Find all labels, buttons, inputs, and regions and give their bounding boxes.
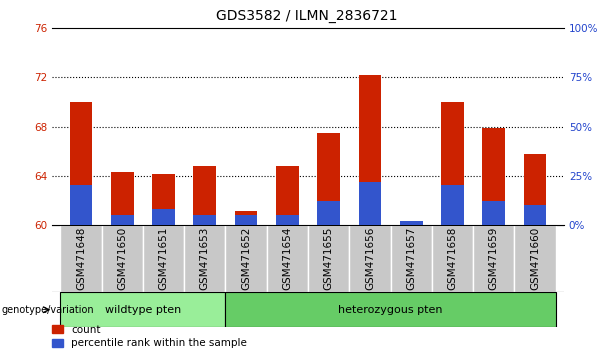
Text: GSM471655: GSM471655 [324, 227, 333, 290]
Bar [235, 211, 257, 225]
Text: GSM471653: GSM471653 [200, 227, 210, 290]
FancyBboxPatch shape [226, 225, 267, 292]
Bar [70, 185, 93, 225]
Text: GSM471659: GSM471659 [489, 227, 499, 290]
Bar [194, 166, 216, 225]
FancyBboxPatch shape [308, 225, 349, 292]
Text: GSM471652: GSM471652 [241, 227, 251, 290]
Bar [359, 75, 381, 225]
Bar [60, 292, 226, 327]
Bar [482, 201, 505, 225]
FancyBboxPatch shape [514, 225, 556, 292]
Text: GSM471656: GSM471656 [365, 227, 375, 290]
Bar [400, 224, 422, 225]
Bar [226, 292, 556, 327]
Text: GSM471660: GSM471660 [530, 227, 540, 290]
Bar [524, 154, 546, 225]
Bar [276, 166, 299, 225]
FancyBboxPatch shape [267, 225, 308, 292]
Text: wildtype pten: wildtype pten [105, 305, 181, 315]
Bar [441, 102, 464, 225]
FancyBboxPatch shape [184, 225, 226, 292]
Bar [194, 215, 216, 225]
Bar [318, 201, 340, 225]
Bar [152, 175, 175, 225]
Bar [70, 102, 93, 225]
Text: GSM471651: GSM471651 [159, 227, 169, 290]
FancyBboxPatch shape [60, 225, 102, 292]
Bar [276, 215, 299, 225]
Text: GSM471650: GSM471650 [117, 227, 128, 290]
Bar [111, 215, 134, 225]
Text: heterozygous pten: heterozygous pten [338, 305, 443, 315]
FancyBboxPatch shape [349, 225, 390, 292]
FancyBboxPatch shape [473, 225, 514, 292]
Bar [482, 128, 505, 225]
Text: GSM471654: GSM471654 [283, 227, 292, 290]
FancyBboxPatch shape [390, 225, 432, 292]
Bar [152, 209, 175, 225]
Bar [524, 205, 546, 225]
Bar [359, 182, 381, 225]
FancyBboxPatch shape [432, 225, 473, 292]
Text: genotype/variation: genotype/variation [1, 305, 94, 315]
Bar [235, 215, 257, 225]
Text: GDS3582 / ILMN_2836721: GDS3582 / ILMN_2836721 [216, 9, 397, 23]
Text: GSM471658: GSM471658 [447, 227, 457, 290]
Bar [318, 133, 340, 225]
Text: GSM471648: GSM471648 [76, 227, 86, 290]
Bar [111, 172, 134, 225]
Text: GSM471657: GSM471657 [406, 227, 416, 290]
Legend: count, percentile rank within the sample: count, percentile rank within the sample [48, 321, 251, 352]
FancyBboxPatch shape [102, 225, 143, 292]
Bar [400, 221, 422, 225]
Bar [441, 185, 464, 225]
FancyBboxPatch shape [143, 225, 184, 292]
